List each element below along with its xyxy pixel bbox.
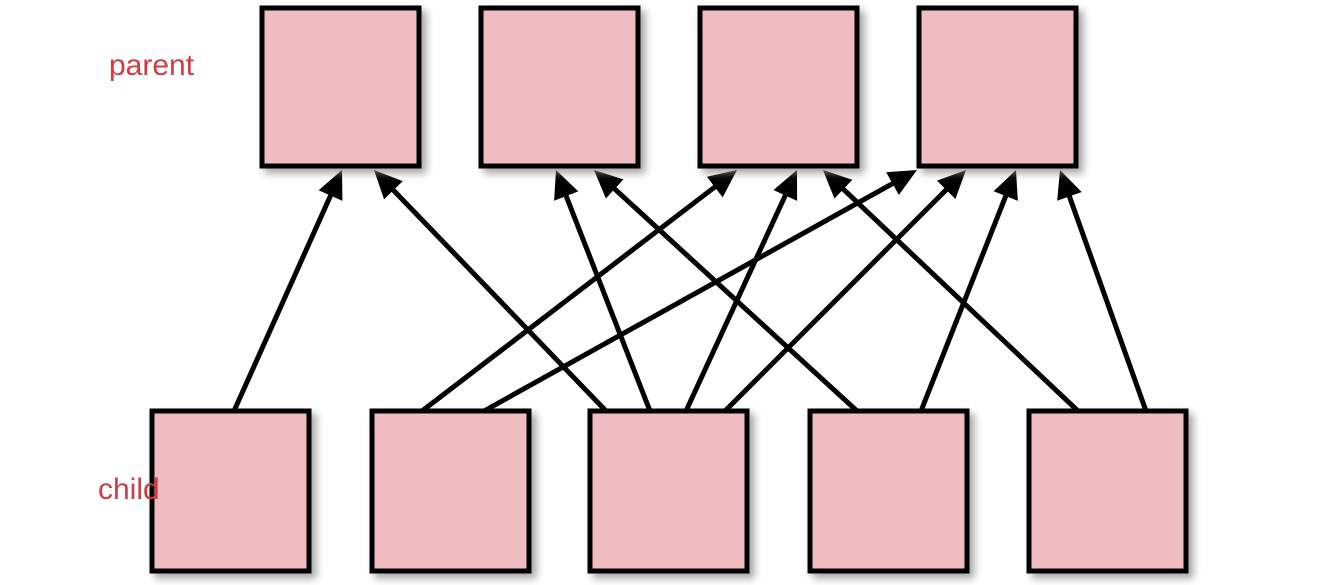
edge-c3-p2 [554,170,653,412]
arrowhead-icon [773,170,798,201]
arrow-shaft [683,192,789,413]
arrow-shaft [231,192,334,413]
edge-c5-p3 [823,170,1080,413]
arrow-shaft [420,183,718,413]
arrow-shaft [390,186,608,413]
arrowhead-icon [706,170,737,198]
edge-c2-p4 [482,170,917,414]
edge-c3-p4 [723,170,966,413]
arrow-shaft [482,180,896,414]
parent-row-label: parent [109,49,195,82]
arrowhead-icon [374,170,403,200]
edge-c5-p4 [1057,170,1149,412]
parent-node-4 [916,5,1079,169]
parent-node-1 [259,5,422,169]
child-node-4 [807,408,970,574]
arrowhead-icon [318,170,343,201]
child-node-3 [587,408,750,574]
edge-c2-p3 [420,170,737,413]
arrow-shaft [563,193,653,412]
parent-row [259,5,1079,169]
arrow-shaft [723,186,950,413]
arrowhead-icon [1057,170,1082,201]
child-row-label: child [98,473,160,506]
child-node-1 [149,408,312,574]
edge-c4-p4 [918,170,1018,412]
arrowhead-icon [937,170,966,199]
arrowhead-icon [554,170,579,201]
edge-c3-p1 [374,170,608,413]
edge-c1-p1 [231,170,343,413]
parent-node-2 [478,5,641,169]
child-node-2 [369,408,532,574]
arrow-shaft [1066,193,1149,412]
child-row [149,408,1189,574]
arrowhead-icon [823,170,853,199]
arrowhead-icon [993,170,1018,201]
arrowhead-icon [886,170,917,195]
edge-layer [231,170,1149,414]
arrowhead-icon [594,170,624,199]
arrow-shaft [918,193,1009,412]
parent-node-3 [697,5,860,169]
arrow-shaft [840,186,1080,413]
edge-c3-p3 [683,170,798,413]
child-node-5 [1026,408,1189,574]
